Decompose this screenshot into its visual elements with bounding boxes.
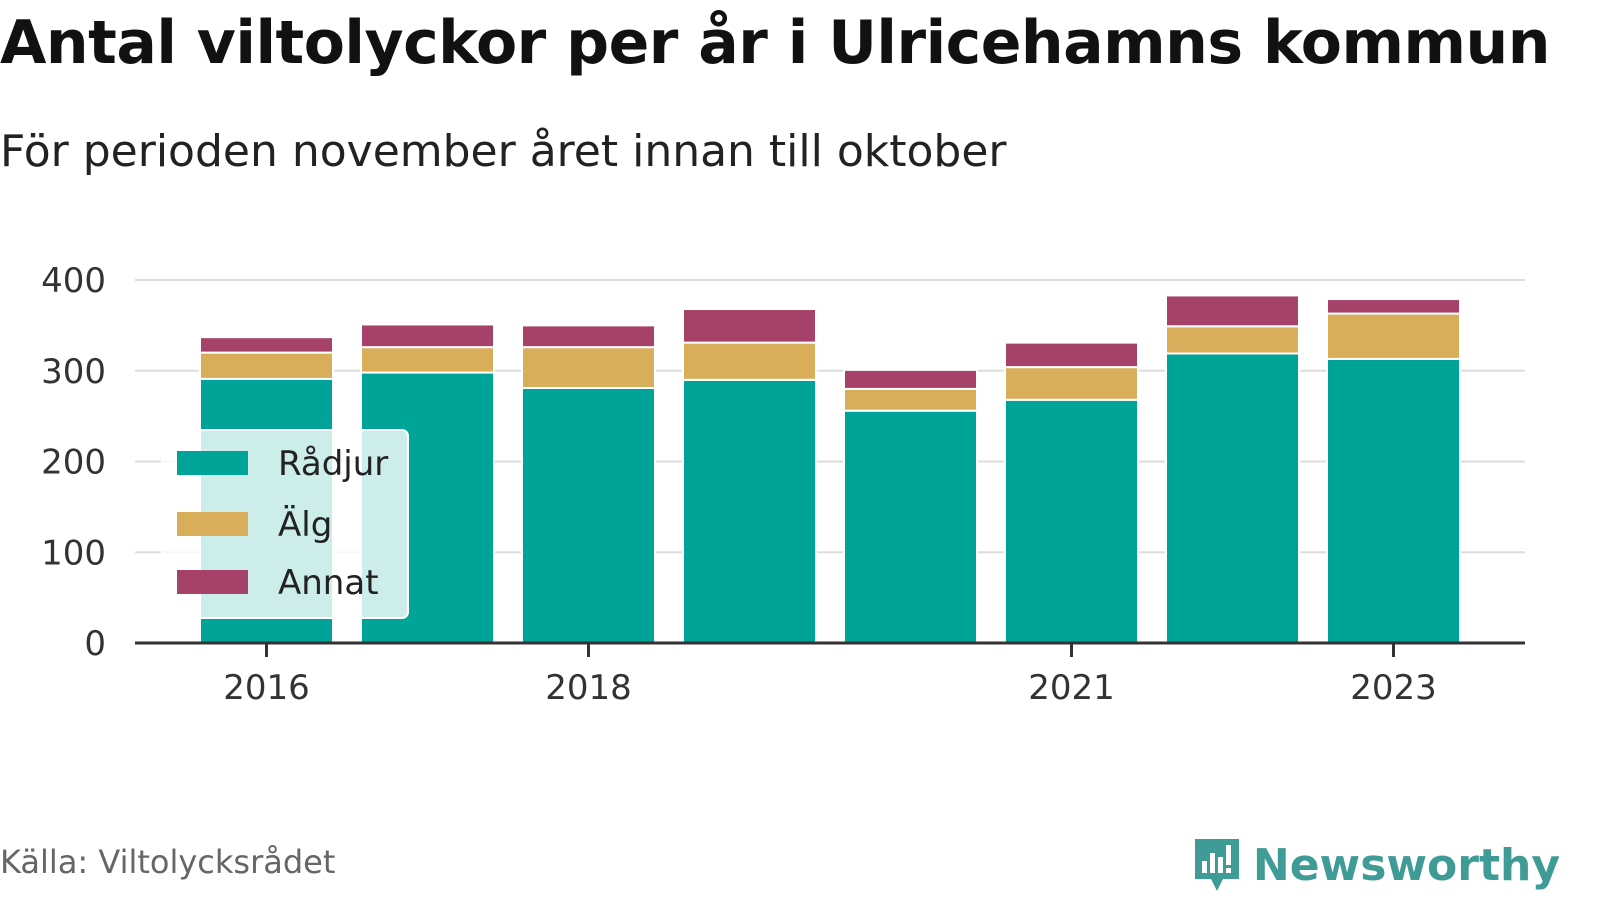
bar-segment-annat [521, 324, 656, 349]
x-axis-ticks: 2016 2018 2021 2023 [223, 643, 1437, 708]
legend-label: Annat [278, 563, 379, 603]
bar-segment-rådjur [1326, 357, 1461, 644]
bar-segment-älg [1326, 312, 1461, 360]
legend: Rådjur Älg Annat [161, 429, 409, 619]
bar-segment-älg [1165, 325, 1300, 355]
bar-segment-älg [682, 341, 817, 381]
newsworthy-chart-icon [1194, 839, 1239, 891]
y-tick-label: 0 [84, 624, 106, 664]
bar-segment-älg [199, 351, 334, 380]
chart-title: Antal viltolyckor per år i Ulricehamns k… [0, 8, 1550, 78]
x-tick-label: 2018 [545, 668, 632, 708]
chart-subtitle: För perioden november året innan till ok… [0, 126, 1007, 177]
y-tick-label: 200 [41, 443, 106, 483]
bar-segment-annat [1165, 294, 1300, 328]
bar-segment-rådjur [521, 386, 656, 644]
bar-segment-älg [1004, 366, 1139, 401]
bar-segment-älg [360, 346, 495, 374]
legend-swatch-älg [177, 512, 248, 536]
source-note: Källa: Viltolycksrådet [0, 843, 336, 881]
bar-segment-rådjur [843, 409, 978, 644]
bar-segment-rådjur [1165, 352, 1300, 644]
legend-label: Älg [278, 505, 332, 545]
legend-label: Rådjur [278, 444, 388, 484]
bar-segment-annat [843, 368, 978, 390]
x-tick-label: 2023 [1350, 668, 1437, 708]
legend-swatch-rådjur [177, 451, 248, 475]
bar-segment-annat [1004, 341, 1139, 369]
bar-segment-älg [843, 387, 978, 412]
bar-segment-annat [682, 308, 817, 344]
brand-logo[interactable]: Newsworthy [1191, 835, 1560, 895]
x-tick-label: 2021 [1028, 668, 1115, 708]
brand-name: Newsworthy [1252, 839, 1560, 891]
bar-segment-annat [360, 323, 495, 349]
y-tick-label: 100 [41, 533, 106, 573]
x-tick-label: 2016 [223, 668, 310, 708]
legend-swatch-annat [177, 570, 248, 594]
y-axis-ticks: 0 100 200 300 400 [41, 261, 106, 664]
bar-segment-annat [1326, 298, 1461, 315]
bar-segment-rådjur [682, 378, 817, 644]
y-tick-label: 300 [41, 352, 106, 392]
bar-segment-rådjur [1004, 398, 1139, 645]
bar-segment-älg [521, 346, 656, 389]
y-tick-label: 400 [41, 261, 106, 301]
bar-segment-annat [199, 336, 334, 354]
